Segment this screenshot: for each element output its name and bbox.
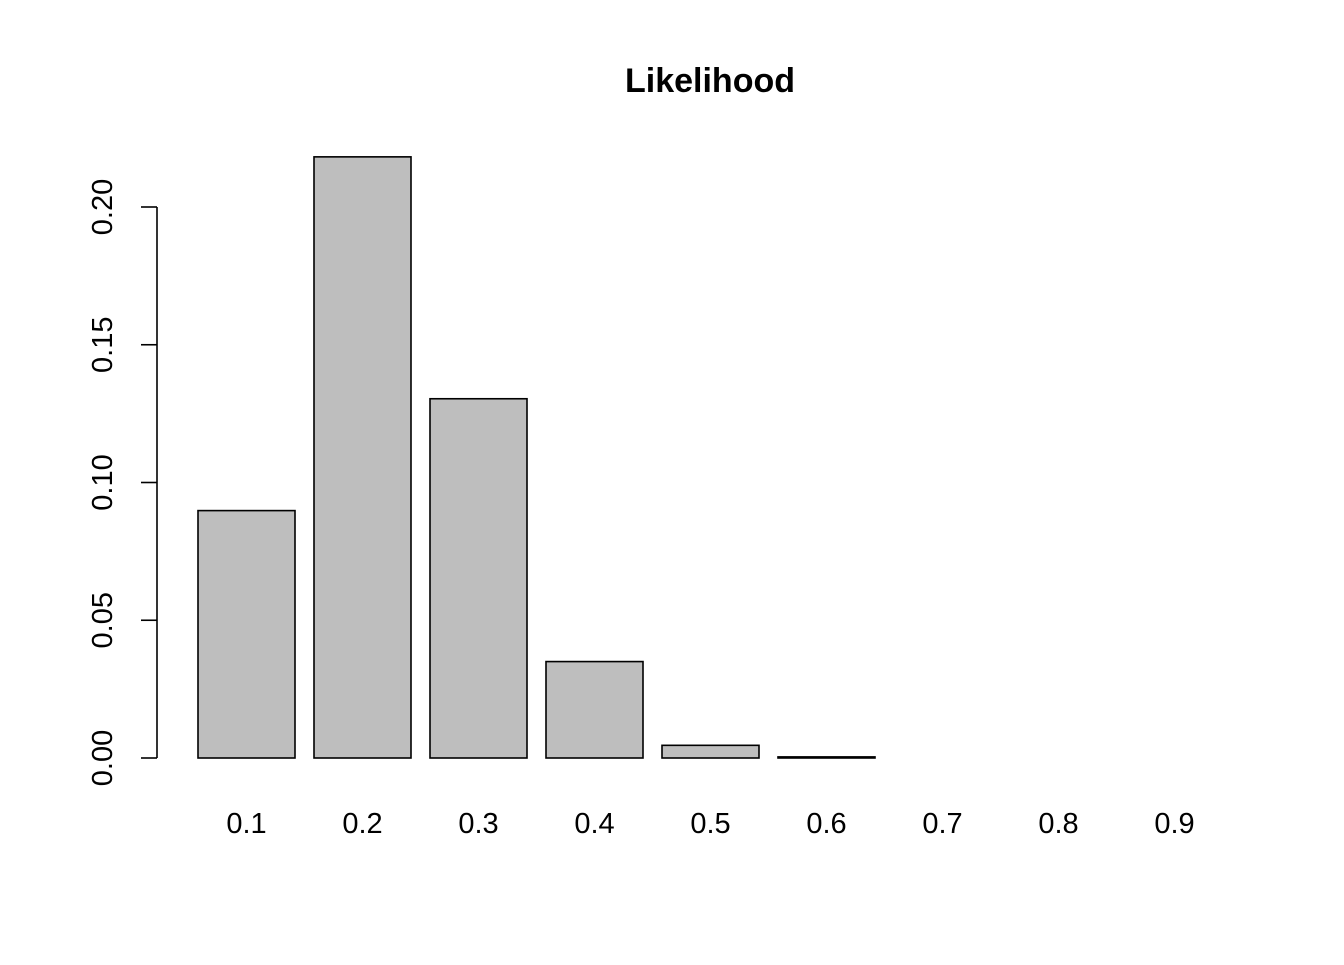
bar [197, 509, 296, 759]
x-tick-label: 0.7 [922, 808, 962, 840]
x-tick-label: 0.9 [1154, 808, 1194, 840]
bar [429, 397, 528, 759]
bars-group [197, 156, 876, 759]
bar [777, 756, 876, 759]
x-tick-label: 0.4 [574, 808, 614, 840]
bar [313, 156, 412, 759]
x-tick-label: 0.3 [458, 808, 498, 840]
x-tick-label: 0.5 [690, 808, 730, 840]
x-tick-label: 0.6 [806, 808, 846, 840]
x-tick-label: 0.8 [1038, 808, 1078, 840]
y-tick-label: 0.05 [87, 592, 119, 648]
y-tick-label: 0.00 [87, 730, 119, 786]
bar [545, 660, 644, 759]
chart-title: Likelihood [625, 62, 795, 100]
y-tick-label: 0.10 [87, 454, 119, 510]
x-tick-label: 0.2 [342, 808, 382, 840]
y-tick-label: 0.20 [87, 179, 119, 235]
bar [661, 744, 760, 759]
x-tick-label: 0.1 [226, 808, 266, 840]
y-axis-ticks: 0.00 0.05 0.10 0.15 0.20 [87, 179, 157, 786]
x-axis-labels: 0.1 0.2 0.3 0.4 0.5 0.6 0.7 0.8 0.9 [226, 808, 1194, 840]
y-tick-label: 0.15 [87, 317, 119, 373]
